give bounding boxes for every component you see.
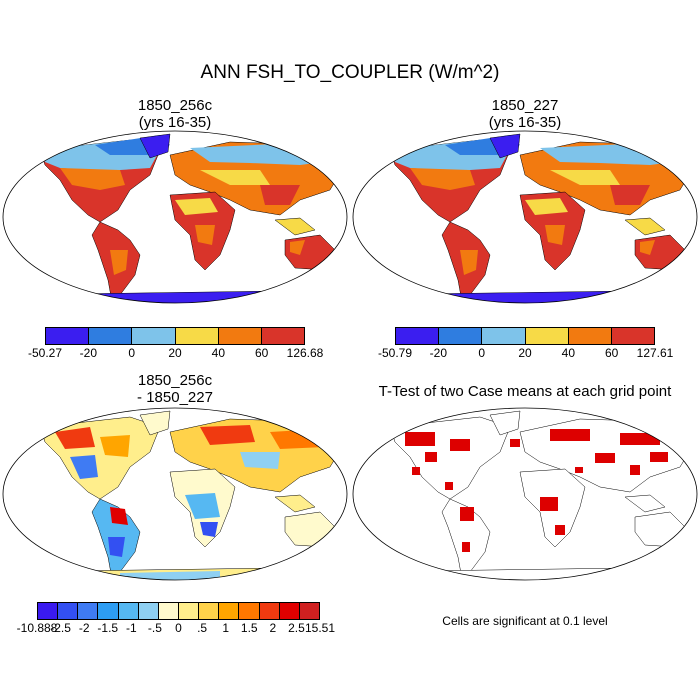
cb2-tick-label: 20 (518, 346, 532, 360)
panel4-map (352, 407, 698, 581)
cb2-swatch (525, 328, 569, 344)
cb1-swatch (218, 328, 262, 344)
colorbar-3 (37, 602, 320, 620)
significant-cells (405, 429, 668, 552)
cb1-tick-label: 60 (254, 346, 269, 360)
panel3-land (3, 410, 347, 580)
cb2-swatch (611, 328, 655, 344)
cb2-tick-label: 127.61 (636, 346, 674, 360)
panel4-land (353, 410, 697, 580)
panel1-land (3, 133, 347, 303)
cb3-tick-label: -.5 (147, 621, 162, 635)
cb2-tick-label: 40 (561, 346, 576, 360)
cb2-swatch (396, 328, 440, 344)
cb3-swatch (38, 603, 59, 619)
panel1-map (2, 130, 348, 304)
colorbar-2 (395, 327, 655, 345)
cb3-tick-label: .5 (197, 621, 208, 635)
panel3-subtitle: - 1850_227 (137, 389, 213, 406)
cb3-swatch (158, 603, 179, 619)
cb1-swatch (261, 328, 305, 344)
cb1-tick-label: -50.27 (27, 346, 63, 360)
panel1-subtitle: (yrs 16-35) (138, 114, 212, 131)
cb2-tick-label: 60 (604, 346, 619, 360)
cb3-swatch (219, 603, 240, 619)
cb1-tick-label: 0 (128, 346, 135, 360)
cb3-swatch (259, 603, 280, 619)
cb3-swatch (78, 603, 99, 619)
panel3-title-block: 1850_256c - 1850_227 (25, 372, 325, 406)
cb3-swatch (98, 603, 119, 619)
cb3-swatch (118, 603, 139, 619)
cb3-tick-label: -2 (78, 621, 90, 635)
cb3-tick-label: -10.888 (16, 621, 58, 635)
cb1-tick-label: 40 (211, 346, 226, 360)
cb3-swatch (239, 603, 260, 619)
panel1-title-block: 1850_256c (yrs 16-35) (25, 97, 325, 131)
cb2-tick-label: -20 (429, 346, 447, 360)
cb1-tick-label: 20 (168, 346, 182, 360)
significance-note: Cells are significant at 0.1 level (442, 614, 608, 628)
cb2-swatch (439, 328, 483, 344)
panel4-title: T-Test of two Case means at each grid po… (378, 383, 672, 400)
cb1-swatch (89, 328, 133, 344)
cb3-tick-label: 0 (175, 621, 182, 635)
colorbar-2-labels: -50.79 -20 0 20 40 60 127.61 (378, 346, 673, 362)
cb1-swatch (46, 328, 90, 344)
cb3-swatch (138, 603, 159, 619)
panel3-title: 1850_256c (137, 372, 213, 389)
cb2-tick-label: 0 (478, 346, 485, 360)
panel2-title-block: 1850_227 (yrs 16-35) (375, 97, 675, 131)
cb3-tick-label: 2.5 (288, 621, 305, 635)
cb1-tick-label: -20 (79, 346, 97, 360)
colorbar-1 (45, 327, 305, 345)
panel3-map (2, 407, 348, 581)
panel1-title: 1850_256c (137, 97, 213, 114)
cb3-swatch (58, 603, 79, 619)
cb1-swatch (132, 328, 176, 344)
cb3-swatch (299, 603, 319, 619)
cb3-tick-label: -1.5 (97, 621, 119, 635)
cb3-tick-label: 1.5 (240, 621, 258, 635)
figure-title: ANN FSH_TO_COUPLER (W/m^2) (200, 62, 500, 83)
panel2-land (353, 133, 697, 303)
cb3-tick-label: -1 (125, 621, 137, 635)
colorbar-1-labels: -50.27 -20 0 20 40 60 126.68 (28, 346, 323, 362)
cb2-tick-label: -50.79 (377, 346, 413, 360)
cb1-swatch (175, 328, 219, 344)
cb1-tick-label: 126.68 (286, 346, 324, 360)
cb3-swatch (279, 603, 300, 619)
cb3-swatch (178, 603, 200, 619)
colorbar-3-labels: -10.888 -2.5 -2 -1.5 -1 -.5 0 .5 1 1.5 2 2.5 15.51 (17, 621, 335, 637)
cb3-tick-label: 15.51 (304, 621, 336, 635)
cb2-swatch (568, 328, 612, 344)
panel2-title: 1850_227 (491, 97, 559, 114)
cb3-swatch (199, 603, 220, 619)
cb3-tick-label: -2.5 (50, 621, 71, 635)
cb3-tick-label: 1 (222, 621, 229, 635)
cb3-tick-label: 2 (269, 621, 277, 635)
panel2-map (352, 130, 698, 304)
panel2-subtitle: (yrs 16-35) (488, 114, 562, 131)
cb2-swatch (482, 328, 526, 344)
